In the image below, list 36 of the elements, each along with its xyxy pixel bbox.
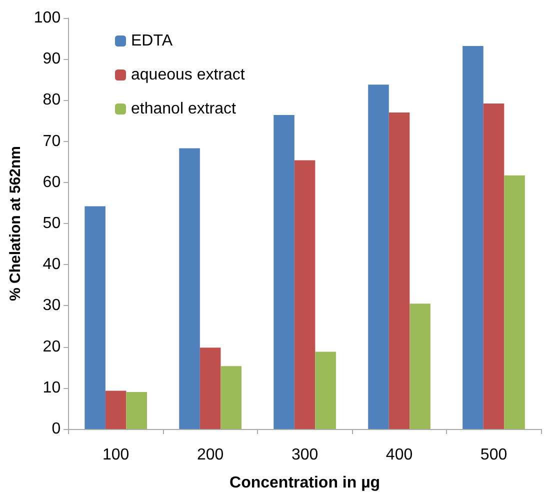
x-tick-label: 300	[291, 446, 318, 464]
bar	[84, 206, 106, 429]
bar	[179, 148, 200, 429]
y-tick-label: 30	[42, 297, 61, 314]
x-axis-title: Concentration in µg	[230, 474, 380, 492]
bar	[126, 392, 148, 429]
bar	[294, 160, 316, 429]
bar	[220, 366, 242, 429]
x-tick-label: 200	[196, 446, 224, 464]
legend-label: EDTA	[131, 32, 173, 50]
bar	[388, 112, 410, 429]
y-tick-label: 60	[42, 174, 61, 191]
y-tick-label: 20	[42, 338, 61, 356]
bar	[483, 103, 504, 429]
bar	[274, 114, 294, 429]
y-tick-label: 90	[42, 50, 61, 68]
y-tick-label: 40	[42, 256, 61, 274]
bar	[504, 175, 525, 429]
x-tick-label: 100	[102, 446, 130, 464]
legend-label: ethanol extract	[131, 100, 237, 118]
bar	[368, 84, 389, 429]
y-tick-label: 50	[42, 215, 61, 232]
y-tick-label: 10	[42, 379, 61, 396]
y-tick-label: 70	[42, 132, 61, 150]
x-tick-label: 500	[480, 446, 508, 464]
y-tick-label: 80	[42, 92, 61, 109]
bar	[410, 304, 430, 429]
bar	[462, 46, 484, 429]
bar	[200, 348, 221, 429]
y-axis-title: % Chelation at 562nm	[7, 146, 24, 302]
x-tick-label: 400	[386, 446, 413, 464]
y-tick-label: 0	[52, 420, 61, 438]
legend-label: aqueous extract	[131, 66, 246, 84]
bar	[105, 390, 126, 429]
bar	[315, 352, 336, 429]
y-tick-label: 100	[34, 10, 61, 26]
